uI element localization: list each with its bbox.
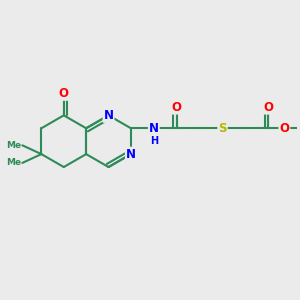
Text: N: N — [149, 122, 159, 135]
Text: H: H — [150, 136, 158, 146]
Text: Me: Me — [6, 158, 21, 167]
Text: S: S — [218, 122, 227, 135]
Text: O: O — [279, 122, 290, 135]
Text: O: O — [59, 87, 69, 100]
Text: O: O — [172, 100, 182, 114]
Text: O: O — [263, 100, 273, 114]
Text: Me: Me — [6, 141, 21, 150]
Text: N: N — [103, 109, 113, 122]
Text: N: N — [126, 148, 136, 160]
